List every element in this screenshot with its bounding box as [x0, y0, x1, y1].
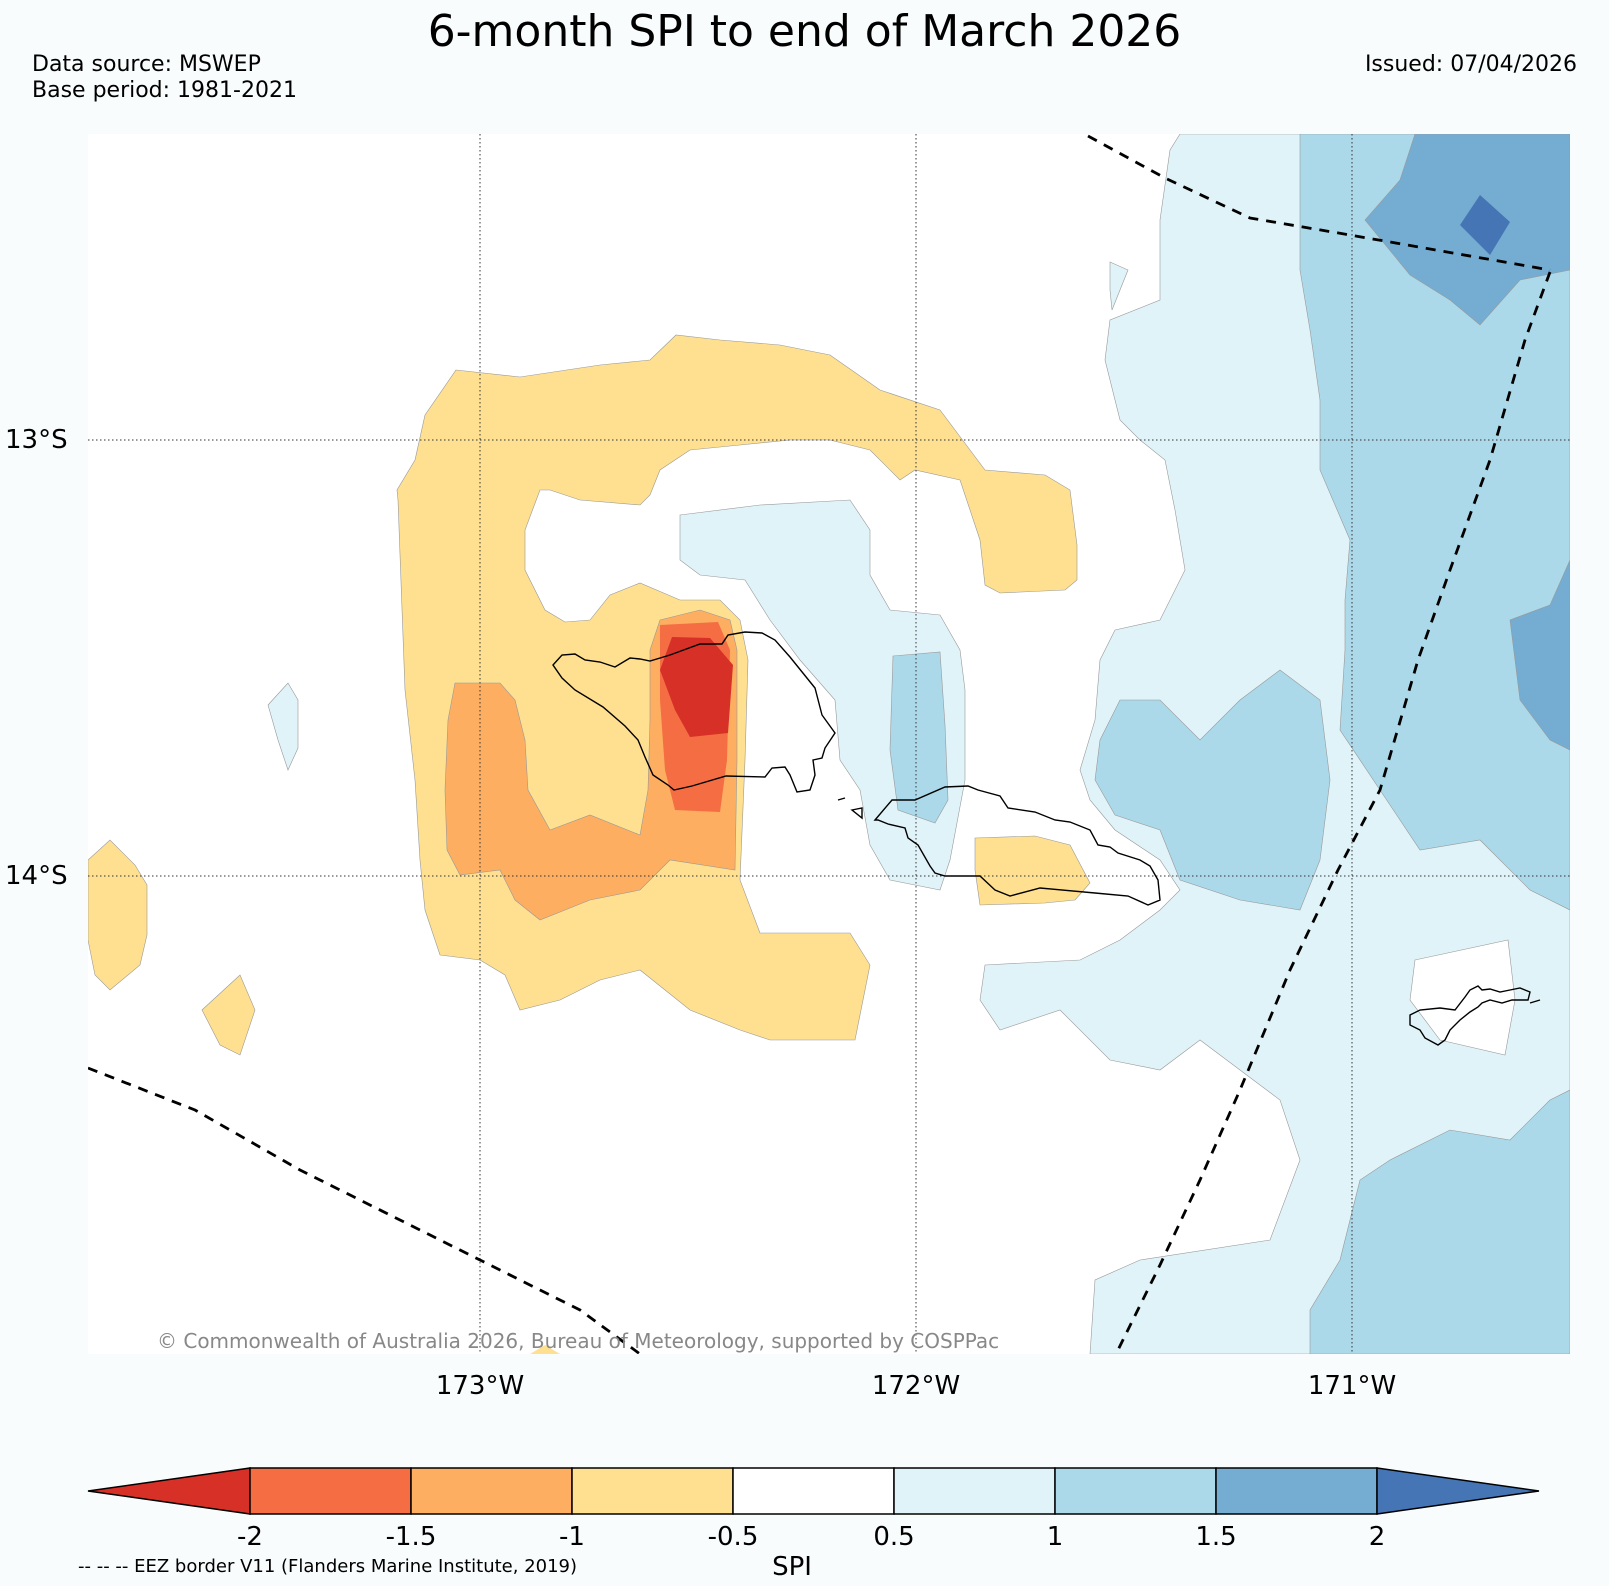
colorbar: [87, 1467, 1540, 1515]
copyright-text: © Commonwealth of Australia 2026, Bureau…: [157, 1329, 1000, 1353]
colorbar-bin-2: [410, 1467, 573, 1515]
contour-wet-east: [1509, 559, 1570, 751]
issued-date-text: Issued: 07/04/2026: [1364, 52, 1577, 77]
coastline-aunuu: [1529, 999, 1541, 1004]
contour-moderately-wet-mid: [1094, 669, 1331, 911]
eez-borders: [88, 134, 1552, 1354]
colorbar-extend-low: [87, 1467, 251, 1515]
contour-very-wet-northeast: [1460, 195, 1510, 255]
coastline-upolu: [873, 785, 1161, 906]
colorbar-bin-1: [249, 1467, 412, 1515]
colorbar-tick: -1.5: [385, 1522, 437, 1552]
eez-border-north: [1087, 134, 1551, 272]
data-source-text: Data source: MSWEP: [32, 52, 261, 77]
eez-border-southwest: [88, 1066, 641, 1354]
spi-contours: [88, 134, 1570, 1354]
contour-slightly-dry-south: [530, 1345, 560, 1354]
colorbar-tick: -0.5: [707, 1522, 759, 1552]
contour-very-dry: [660, 637, 733, 737]
contour-normal-pocket: [1409, 939, 1516, 1056]
contour-slightly-wet-west: [267, 682, 299, 771]
eez-border-east: [1114, 271, 1552, 1354]
lon-label-172w: 172°W: [872, 1371, 960, 1401]
coastlines: [552, 631, 1541, 1046]
colorbar-bin-6: [1054, 1467, 1217, 1515]
graticule: [88, 134, 1570, 1354]
colorbar-tick: -2: [237, 1522, 263, 1552]
contour-moderately-wet-east: [1299, 134, 1570, 911]
colorbar-bin-5: [893, 1467, 1056, 1515]
colorbar-bin-7: [1215, 1467, 1378, 1515]
lat-label-14s: 14°S: [5, 861, 68, 891]
colorbar-tick: 1.5: [1195, 1522, 1237, 1552]
map-title: 6-month SPI to end of March 2026: [427, 6, 1182, 57]
contour-slightly-dry-west: [88, 839, 148, 991]
contour-slightly-wet-central: [679, 499, 966, 891]
lat-label-13s: 13°S: [5, 425, 68, 455]
contour-slightly-wet-small: [1109, 261, 1129, 311]
colorbar-bin-3: [571, 1467, 734, 1515]
colorbar-tick: 1: [1046, 1522, 1064, 1552]
colorbar-extend-high: [1376, 1467, 1540, 1515]
coastline-savaii: [552, 631, 836, 793]
contour-moderately-wet-south: [1309, 1089, 1570, 1354]
lon-label-173w: 173°W: [436, 1371, 524, 1401]
colorbar-tick: 2: [1368, 1522, 1386, 1552]
eez-border-note: -- -- -- EEZ border V11 (Flanders Marine…: [78, 1556, 578, 1577]
colorbar-bin-4: [732, 1467, 895, 1515]
coastline-tutuila: [1409, 985, 1531, 1046]
base-period-text: Base period: 1981-2021: [32, 78, 297, 103]
coastline-manono: [850, 807, 863, 820]
contour-moderately-wet-central: [889, 651, 949, 824]
contour-slightly-dry-island: [974, 835, 1091, 906]
lon-label-171w: 171°W: [1308, 1371, 1396, 1401]
colorbar-tick: 0.5: [873, 1522, 915, 1552]
coastline-apolima: [837, 797, 846, 801]
contour-slightly-dry-southwest: [201, 974, 256, 1056]
colorbar-label: SPI: [772, 1552, 812, 1582]
colorbar-tick: -1: [559, 1522, 585, 1552]
